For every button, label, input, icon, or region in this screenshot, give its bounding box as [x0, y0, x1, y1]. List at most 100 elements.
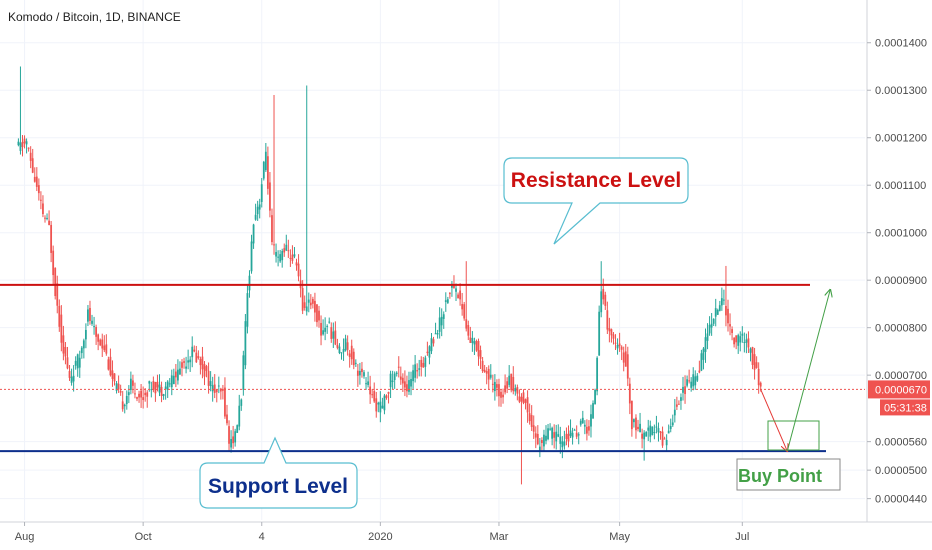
y-tick-label: 0.0000500: [875, 465, 927, 477]
candle-body: [363, 372, 365, 377]
candle-body: [91, 320, 93, 324]
time-axis[interactable]: Aug Oct 4 2020 Mar May Jul: [15, 522, 750, 543]
support-callout-box[interactable]: [199, 436, 358, 509]
candle-body: [246, 293, 249, 327]
candle-body: [84, 329, 87, 340]
candle-body: [379, 401, 382, 413]
resistance-callout-box[interactable]: [503, 157, 689, 245]
candle-body: [461, 304, 464, 310]
candle-body: [389, 373, 392, 388]
candle-body: [608, 328, 611, 332]
candle-body: [467, 325, 470, 336]
candle-body: [314, 300, 316, 313]
y-tick-label: 0.0000900: [875, 275, 927, 287]
candle-body: [74, 360, 77, 366]
candle-body: [307, 299, 310, 303]
candle-body: [146, 392, 149, 397]
price-axis[interactable]: 0.0000440 0.0000500 0.0000560 0.0000700 0.00…: [867, 38, 930, 506]
candle-body: [477, 340, 480, 357]
candle-body: [416, 370, 419, 372]
candle-body: [692, 374, 695, 387]
candle-body: [101, 339, 104, 349]
candle-body: [277, 256, 280, 258]
candle-body: [669, 425, 672, 430]
candle-body: [60, 314, 63, 343]
candle-body: [35, 176, 38, 187]
candle-body: [723, 299, 725, 301]
candle-body: [475, 340, 478, 351]
candle-body: [93, 326, 95, 328]
forecast-up-arrow[interactable]: [786, 290, 830, 452]
candle-body: [95, 327, 98, 337]
candle-body: [680, 397, 682, 401]
candle-body: [671, 422, 674, 426]
candle-body: [318, 310, 320, 321]
candle-body: [547, 428, 549, 440]
candle-body: [716, 309, 719, 315]
candle-body: [620, 346, 623, 350]
countdown-value: 05:31:38: [884, 402, 927, 414]
candle-body: [573, 429, 576, 431]
candle-body: [602, 289, 605, 300]
candle-body: [684, 386, 686, 395]
buy-target-box[interactable]: [767, 420, 820, 451]
candle-body: [295, 262, 298, 266]
buy-point-box[interactable]: [736, 458, 841, 491]
candle-body: [516, 387, 519, 394]
candle-body: [471, 337, 474, 344]
candle-body: [183, 361, 185, 363]
candle-body: [473, 341, 476, 345]
candle-body: [729, 324, 731, 327]
candle-body: [481, 360, 484, 371]
candle-body: [432, 339, 435, 344]
candle-body: [361, 368, 363, 373]
candle-body: [508, 375, 511, 385]
candle-body: [493, 381, 496, 392]
x-tick-label: Oct: [135, 531, 152, 543]
candle-body: [579, 420, 582, 425]
candle-body: [408, 380, 410, 392]
candle-body: [457, 294, 459, 299]
candle-body: [316, 304, 318, 323]
candle-body: [563, 441, 566, 446]
forecast-down-arrow[interactable]: [760, 389, 788, 451]
candle-body: [273, 244, 275, 246]
candle-body: [479, 350, 482, 359]
candle-body: [616, 344, 619, 349]
candle-body: [54, 268, 57, 297]
candle-body: [244, 321, 247, 366]
candle-body: [487, 368, 490, 380]
candle-body: [455, 288, 457, 292]
candle-body: [596, 357, 599, 392]
candle-body: [266, 156, 269, 189]
candle-body: [62, 335, 65, 354]
candle-body: [538, 446, 541, 451]
candle-body: [745, 339, 748, 343]
candle-body: [275, 251, 277, 257]
candle-body: [686, 379, 688, 386]
candle-body: [577, 434, 580, 436]
support-callout-label: Support Level: [208, 475, 348, 498]
candle-body: [87, 309, 89, 322]
candle-body: [414, 364, 417, 378]
candle-body: [17, 141, 20, 146]
candle-body: [612, 334, 615, 339]
candle-body: [549, 428, 551, 430]
candle-body: [129, 378, 132, 390]
candle-body: [377, 402, 380, 405]
candle-body: [348, 353, 351, 358]
candle-body: [107, 359, 110, 370]
candle-body: [528, 413, 531, 422]
candle-body: [569, 430, 572, 436]
candle-body: [643, 432, 646, 440]
candle-body: [132, 380, 134, 386]
candle-body: [651, 426, 654, 435]
candle-body: [696, 375, 699, 381]
candle-body: [465, 319, 468, 329]
candle-body: [453, 285, 455, 288]
candle-body: [518, 396, 521, 402]
candle-body: [524, 399, 527, 403]
candle-body: [438, 317, 441, 332]
candle-body: [44, 217, 46, 219]
candle-body: [193, 349, 196, 352]
